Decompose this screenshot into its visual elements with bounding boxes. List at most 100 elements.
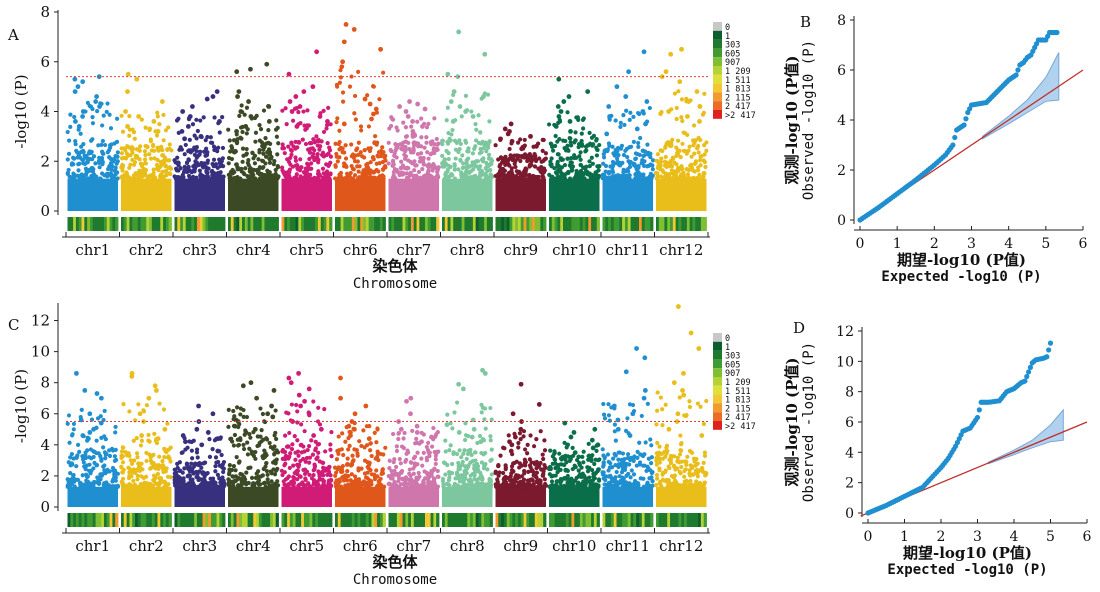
snp-point: [616, 450, 621, 455]
snp-point: [126, 476, 132, 481]
density-strip-cell: [368, 217, 372, 231]
snp-point: [119, 113, 124, 118]
density-strip-cell: [413, 217, 417, 231]
snp-point: [298, 174, 303, 179]
snp-point: [229, 144, 234, 149]
density-strip-cell: [275, 217, 279, 231]
snp-point: [267, 440, 272, 446]
snp-point: [522, 137, 527, 143]
snp-point: [356, 169, 361, 174]
snp-point: [84, 168, 89, 173]
snp-point: [135, 467, 140, 473]
snp-point: [553, 484, 559, 489]
snp-point: [91, 154, 97, 159]
density-strip-cell: [253, 513, 257, 527]
snp-top-point: [509, 138, 515, 144]
snp-point: [404, 457, 409, 462]
snp-top-point: [366, 436, 372, 442]
snp-point: [473, 138, 479, 143]
snp-point: [387, 466, 392, 471]
snp-point: [372, 476, 378, 482]
snp-point: [287, 430, 292, 436]
snp-point: [515, 156, 520, 161]
snp-point: [168, 475, 174, 480]
snp-point: [522, 484, 527, 489]
snp-point: [483, 450, 488, 456]
density-strip-cell: [135, 513, 139, 527]
snp-point: [120, 174, 125, 179]
snp-point: [151, 148, 157, 153]
snp-point: [559, 478, 564, 483]
snp-point: [135, 477, 140, 482]
snp-top-point: [236, 89, 242, 94]
snp-point: [263, 484, 268, 489]
snp-point: [212, 173, 217, 178]
snp-point: [346, 482, 351, 487]
snp-point: [226, 407, 231, 413]
snp-point: [456, 463, 461, 469]
snp-point: [295, 468, 301, 473]
snp-point: [352, 483, 358, 488]
snp-point: [472, 463, 477, 468]
snp-point: [459, 484, 464, 489]
snp-point: [139, 117, 144, 122]
snp-point: [296, 110, 301, 115]
snp-point: [333, 141, 338, 146]
snp-point: [71, 456, 76, 461]
density-strip-cell: [534, 513, 538, 527]
snp-point: [161, 138, 166, 143]
snp-point: [443, 449, 448, 454]
snp-point: [335, 159, 340, 164]
snp-point: [356, 152, 361, 157]
density-strip-cell: [160, 513, 164, 527]
snp-point: [601, 461, 606, 466]
snp-point: [455, 476, 460, 481]
snp-point: [472, 160, 477, 165]
snp-point: [558, 156, 563, 161]
density-strip-cell: [140, 513, 144, 527]
snp-top-point: [185, 124, 191, 129]
x-tick-label: 4: [1004, 236, 1013, 252]
snp-point: [648, 437, 653, 442]
snp-point: [687, 144, 692, 149]
snp-point: [238, 436, 243, 441]
snp-point: [307, 150, 313, 155]
density-legend-label: 1: [725, 32, 730, 42]
snp-top-point: [310, 84, 316, 90]
density-strip-cell: [450, 217, 454, 231]
snp-top-point: [297, 104, 303, 109]
snp-point: [229, 436, 234, 441]
snp-point: [112, 472, 117, 477]
density-legend-swatch: [713, 74, 722, 84]
snp-point: [195, 455, 200, 460]
density-strip-cell: [154, 513, 158, 527]
snp-point: [231, 138, 237, 143]
snp-point: [432, 116, 437, 121]
snp-point: [68, 463, 73, 468]
snp-point: [507, 146, 512, 152]
snp-point: [238, 412, 243, 417]
snp-point: [365, 175, 370, 180]
density-strip-cell: [298, 217, 302, 231]
snp-point: [235, 137, 240, 142]
snp-point: [562, 483, 567, 488]
snp-point: [414, 477, 419, 482]
snp-point: [296, 464, 301, 469]
snp-point: [244, 105, 250, 110]
snp-point: [552, 449, 557, 454]
density-strip-cell: [520, 217, 524, 231]
snp-top-point: [240, 383, 246, 389]
density-strip-cell: [149, 217, 153, 231]
snp-point: [411, 146, 416, 151]
snp-point: [421, 478, 426, 483]
snp-point: [167, 158, 172, 163]
density-strip-cell: [506, 513, 510, 527]
snp-top-point: [301, 89, 307, 94]
density-strip-cell: [239, 513, 243, 527]
snp-point: [71, 156, 77, 161]
snp-point: [692, 161, 697, 166]
snp-point: [434, 136, 439, 142]
density-strip-cell: [517, 217, 522, 231]
snp-point: [660, 176, 665, 181]
snp-point: [308, 146, 313, 151]
